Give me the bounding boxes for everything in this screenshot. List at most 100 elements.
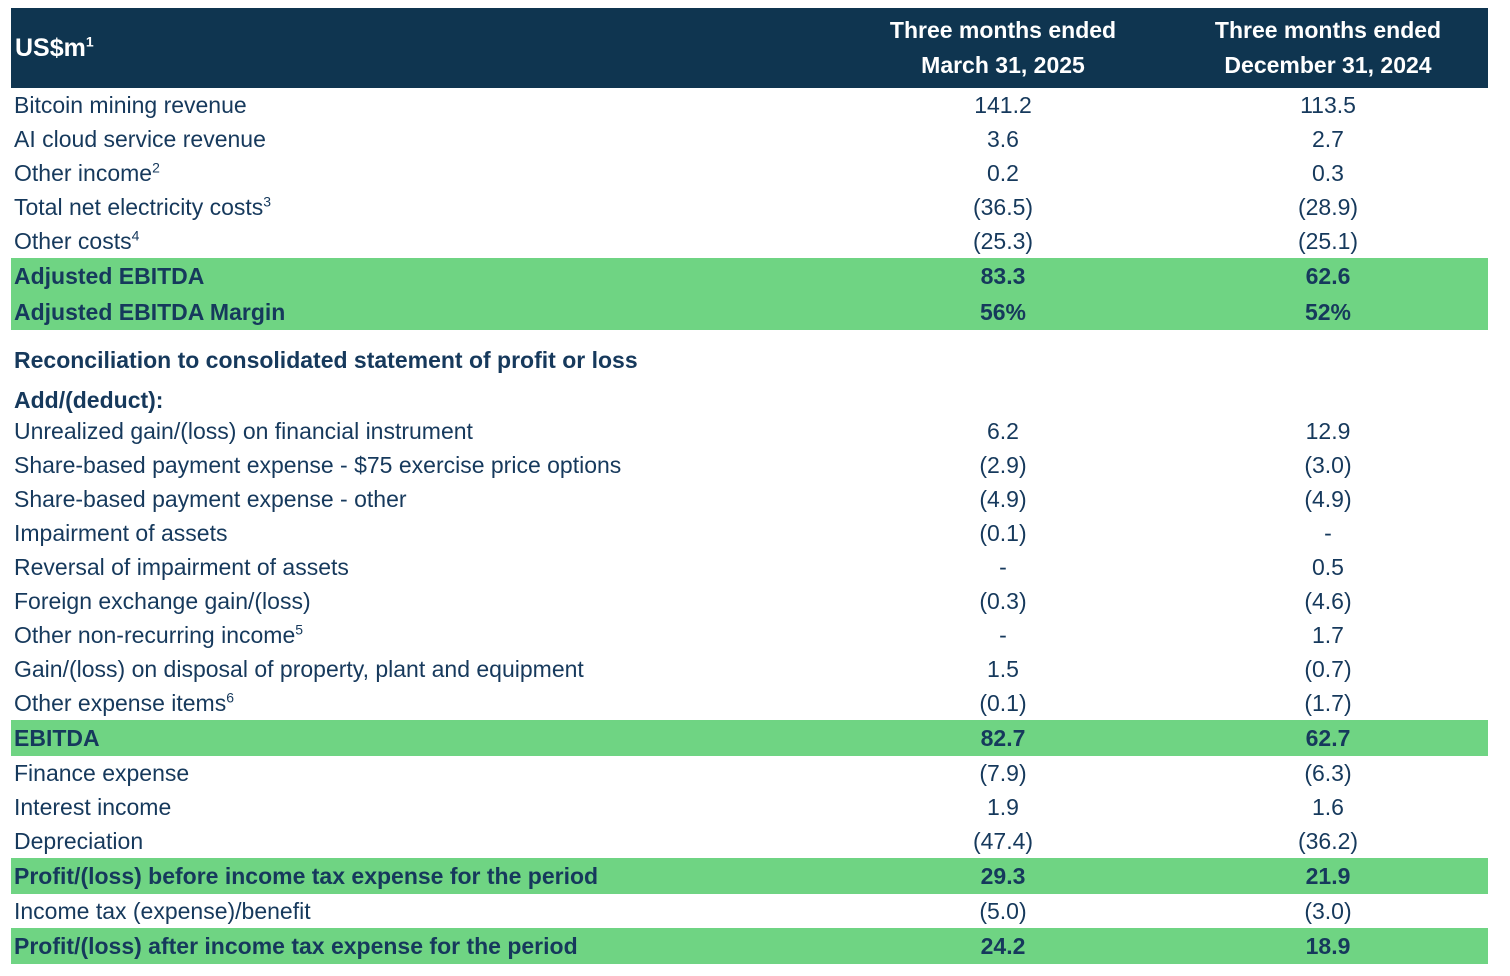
table-row: Depreciation (47.4) (36.2) [11,824,1488,858]
unit-label-text: US$m [15,33,86,62]
financial-table: US$m1 Three months ended March 31, 2025 … [11,8,1488,964]
row-value-col2: (4.9) [1304,485,1352,512]
row-value-col2: (6.3) [1304,759,1352,786]
row-label: Depreciation [14,827,144,854]
row-label: Other expense items6 [14,688,235,716]
table-row: Unrealized gain/(loss) on financial inst… [11,414,1488,448]
column-header-december-2024: Three months ended December 31, 2024 [1168,13,1488,83]
row-label: Reconciliation to consolidated statement… [14,346,638,373]
row-value-col2: (28.9) [1297,193,1359,220]
table-row: Finance expense (7.9) (6.3) [11,756,1488,790]
table-row: Share-based payment expense - other (4.9)… [11,482,1488,516]
row-value-col1: (36.5) [972,193,1034,220]
row-value-col2: (1.7) [1304,689,1352,716]
section-row: Add/(deduct): [11,386,1488,414]
row-value-col1: 24.2 [980,932,1026,959]
table-row: Foreign exchange gain/(loss) (0.3) (4.6) [11,584,1488,618]
row-value-col1: 1.9 [987,793,1019,820]
row-value-col2: 12.9 [1305,417,1351,444]
row-value-col2: 2.7 [1312,125,1344,152]
table-row: Interest income 1.9 1.6 [11,790,1488,824]
table-row: Other expense items6 (0.1) (1.7) [11,686,1488,720]
row-value-col2: 21.9 [1305,862,1351,889]
row-value-col1: 1.5 [987,655,1019,682]
table-body: Bitcoin mining revenue 141.2 113.5 AI cloud… [11,88,1488,964]
column-header-march-2025: Three months ended March 31, 2025 [838,13,1168,83]
highlight-row: Profit/(loss) after income tax expense f… [11,928,1488,964]
row-label: Other non-recurring income5 [14,620,304,648]
unit-footnote-marker: 1 [85,33,94,50]
row-value-col2: 1.6 [1312,793,1344,820]
row-label: Share-based payment expense - other [14,485,407,512]
table-row: Income tax (expense)/benefit (5.0) (3.0) [11,894,1488,928]
table-row: Impairment of assets (0.1) - [11,516,1488,550]
table-row: Reversal of impairment of assets - 0.5 [11,550,1488,584]
row-value-col1: (2.9) [979,451,1027,478]
footnote-marker: 4 [131,226,140,243]
row-value-col2: (3.0) [1304,451,1352,478]
section-row: Reconciliation to consolidated statement… [11,346,1488,374]
table-row: Gain/(loss) on disposal of property, pla… [11,652,1488,686]
row-value-col2: (3.0) [1304,897,1352,924]
row-label: Finance expense [14,759,190,786]
row-value-col1: 0.2 [987,159,1019,186]
column-header-line1: Three months ended [1214,17,1442,43]
row-value-col2: 62.7 [1305,724,1351,751]
column-header-line2: March 31, 2025 [921,52,1085,78]
row-value-col1: (4.9) [979,485,1027,512]
row-label: Profit/(loss) before income tax expense … [14,862,599,889]
row-value-col1: (5.0) [979,897,1027,924]
row-value-col1: 6.2 [987,417,1019,444]
row-label: Foreign exchange gain/(loss) [14,587,311,614]
row-value-col1: 82.7 [980,724,1026,751]
table-row: Other income2 0.2 0.3 [11,156,1488,190]
row-value-col1: - [999,621,1007,648]
row-label: Reversal of impairment of assets [14,553,349,580]
table-row: Other non-recurring income5 - 1.7 [11,618,1488,652]
highlight-row: Profit/(loss) before income tax expense … [11,858,1488,894]
row-value-col2: (0.7) [1304,655,1352,682]
table-row: Other costs4 (25.3) (25.1) [11,224,1488,258]
row-value-col1: (0.3) [979,587,1027,614]
row-label: Other income2 [14,158,160,186]
row-value-col1: 56% [979,298,1027,325]
table-row: AI cloud service revenue 3.6 2.7 [11,122,1488,156]
row-label: Other costs4 [14,226,140,254]
column-header-line1: Three months ended [889,17,1117,43]
row-label: Interest income [14,793,172,820]
row-value-col2: (4.6) [1304,587,1352,614]
row-value-col1: (47.4) [972,827,1034,854]
row-label: Adjusted EBITDA [14,262,205,289]
table-row: Share-based payment expense - $75 exerci… [11,448,1488,482]
table-row: Total net electricity costs3 (36.5) (28.9) [11,190,1488,224]
row-value-col2: (36.2) [1297,827,1359,854]
row-label: Impairment of assets [14,519,228,546]
row-value-col1: 83.3 [980,262,1026,289]
column-header-line2: December 31, 2024 [1224,52,1432,78]
row-label: Gain/(loss) on disposal of property, pla… [14,655,584,682]
row-label: Adjusted EBITDA Margin [14,298,286,325]
unit-label: US$m1 [11,34,838,63]
row-label: Share-based payment expense - $75 exerci… [14,451,622,478]
row-label: Profit/(loss) after income tax expense f… [14,932,578,959]
row-value-col1: (0.1) [979,519,1027,546]
row-label: Bitcoin mining revenue [14,91,247,118]
row-label: Total net electricity costs3 [14,192,272,220]
highlight-row: Adjusted EBITDA 83.3 62.6 [11,258,1488,294]
row-label: AI cloud service revenue [14,125,266,152]
row-value-col1: (7.9) [979,759,1027,786]
table-row: Bitcoin mining revenue 141.2 113.5 [11,88,1488,122]
footnote-marker: 6 [226,688,235,705]
row-label: EBITDA [14,724,100,751]
highlight-row: Adjusted EBITDA Margin 56% 52% [11,294,1488,330]
row-value-col1: 29.3 [980,862,1026,889]
row-value-col2: 0.3 [1312,159,1344,186]
footnote-marker: 5 [295,620,304,637]
row-value-col2: 113.5 [1300,91,1356,118]
row-value-col2: (25.1) [1297,227,1359,254]
row-value-col2: 1.7 [1312,621,1344,648]
footnote-marker: 3 [263,192,272,209]
row-value-col2: 52% [1304,298,1352,325]
row-label: Add/(deduct): [14,386,164,413]
